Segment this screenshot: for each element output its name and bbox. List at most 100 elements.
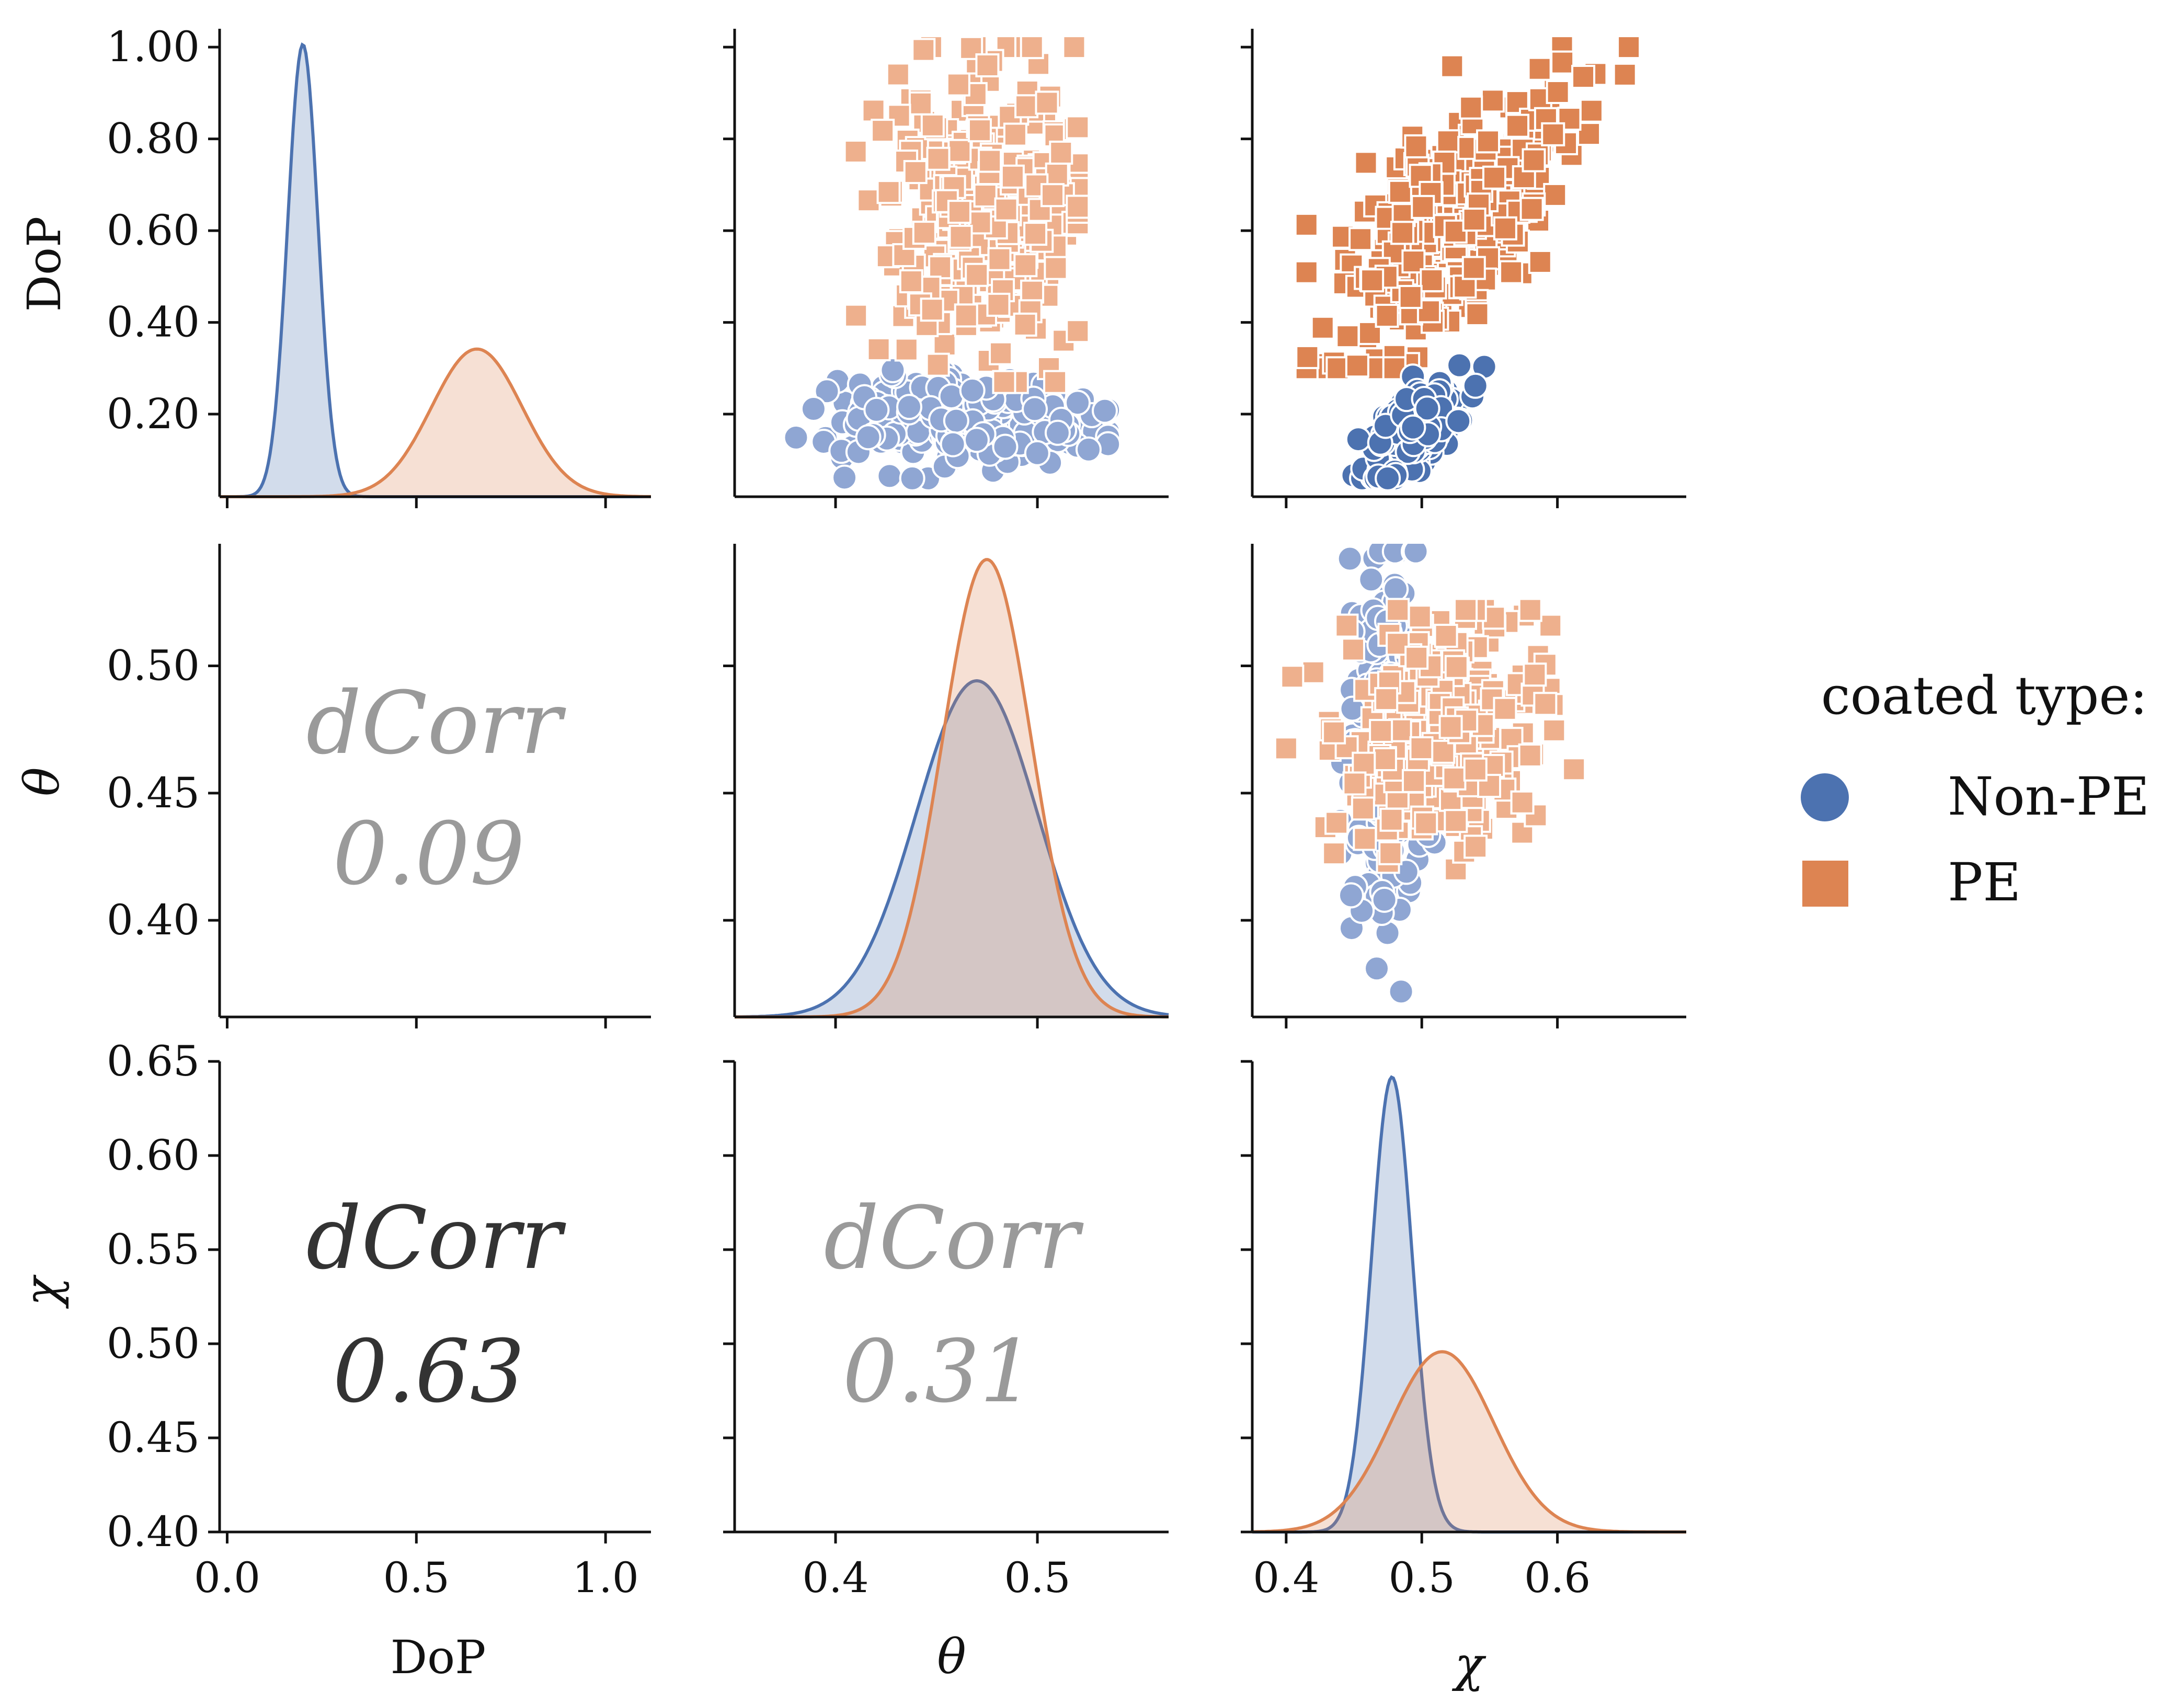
- point-pe: [948, 224, 973, 249]
- point-pe: [1374, 687, 1399, 712]
- point-pe: [1066, 195, 1090, 219]
- point-non-pe: [1075, 436, 1102, 463]
- xlabel-dop: DoP: [391, 1630, 486, 1684]
- ylabel-dop: DoP: [17, 216, 71, 312]
- point-pe: [1444, 809, 1468, 833]
- point-pe: [1459, 95, 1483, 120]
- point-pe: [973, 183, 998, 208]
- point-pe: [1020, 35, 1044, 60]
- xlabel-chi: χ: [1451, 1637, 1487, 1692]
- point-pe: [925, 352, 950, 377]
- point-pe: [967, 118, 992, 143]
- point-pe: [1049, 140, 1073, 165]
- point-pe: [1477, 774, 1502, 798]
- point-pe: [1000, 164, 1025, 189]
- point-non-pe: [1402, 544, 1429, 565]
- point-pe: [1414, 811, 1438, 836]
- point-pe: [1402, 769, 1426, 793]
- y-tick-label: 0.60: [107, 206, 200, 255]
- point-pe: [1557, 107, 1582, 131]
- point-pe: [1416, 299, 1441, 324]
- point-pe: [1434, 624, 1458, 648]
- point-pe: [1066, 115, 1090, 140]
- y-tick-label: 0.45: [107, 769, 200, 817]
- point-pe: [920, 298, 944, 322]
- point-pe: [908, 91, 933, 116]
- point-pe: [1462, 208, 1487, 232]
- point-pe: [975, 53, 1000, 77]
- y-tick-label: 0.40: [107, 298, 200, 347]
- point-pe: [871, 119, 895, 143]
- point-pe: [1463, 834, 1488, 859]
- point-pe: [1444, 655, 1469, 679]
- point-non-pe: [940, 431, 966, 458]
- point-non-pe: [1446, 352, 1473, 379]
- point-pe: [1510, 820, 1535, 845]
- point-pe: [1390, 221, 1415, 245]
- dcorr-label-chi-theta: dCorr: [824, 1188, 1084, 1288]
- ylabel-theta: θ: [14, 767, 70, 796]
- point-pe: [844, 303, 868, 328]
- x-tick-label: 0.5: [383, 1553, 450, 1602]
- point-pe: [856, 188, 881, 213]
- point-pe: [1334, 613, 1359, 638]
- point-pe: [1541, 122, 1565, 146]
- y-tick-label: 0.40: [107, 1507, 200, 1556]
- point-pe: [992, 370, 1016, 394]
- x-tick-label: 0.5: [1004, 1553, 1070, 1602]
- point-non-pe: [1400, 414, 1426, 441]
- kde-area-pe: [220, 349, 651, 497]
- kde-area-non-pe: [1252, 1077, 1686, 1532]
- x-tick-label: 0.5: [1389, 1553, 1455, 1602]
- point-pe: [1518, 598, 1542, 622]
- point-pe: [1562, 757, 1586, 782]
- point-non-pe: [876, 463, 903, 489]
- point-pe: [1345, 353, 1369, 378]
- point-pe: [1014, 94, 1039, 119]
- point-pe: [1505, 113, 1530, 138]
- point-pe: [1409, 736, 1434, 761]
- point-non-pe: [783, 424, 809, 451]
- point-pe: [1045, 162, 1069, 187]
- point-pe: [1295, 345, 1320, 369]
- y-tick-label: 0.20: [107, 390, 200, 438]
- y-tick-label: 0.40: [107, 896, 200, 944]
- point-pe: [926, 146, 951, 171]
- point-pe: [1342, 771, 1367, 796]
- point-pe: [1519, 197, 1544, 221]
- point-pe: [894, 337, 919, 362]
- point-non-pe: [1358, 566, 1385, 593]
- panel-dop-vs-theta-scatter: [783, 35, 1122, 491]
- point-pe: [978, 148, 1002, 173]
- point-pe: [1510, 790, 1535, 815]
- point-pe: [965, 262, 989, 287]
- point-non-pe: [1345, 426, 1371, 453]
- dcorr-value-theta-dop: 0.09: [333, 804, 524, 904]
- y-tick-label: 0.60: [107, 1131, 200, 1180]
- point-non-pe: [1382, 576, 1409, 602]
- point-pe: [946, 72, 970, 97]
- point-pe: [1528, 249, 1552, 274]
- point-pe: [1348, 227, 1373, 251]
- point-pe: [1375, 303, 1399, 328]
- point-pe: [1322, 841, 1346, 866]
- point-pe: [1341, 637, 1365, 662]
- point-pe: [1461, 256, 1486, 280]
- point-pe: [1442, 766, 1467, 791]
- point-pe: [1523, 662, 1547, 687]
- kde-area-pe: [735, 559, 1169, 1017]
- point-pe: [1463, 757, 1488, 782]
- point-pe: [1335, 324, 1360, 349]
- panel-chi-kde: [1252, 1075, 1686, 1534]
- point-non-pe: [1065, 390, 1091, 416]
- point-pe: [1522, 148, 1546, 173]
- point-pe: [1301, 660, 1325, 684]
- kde-area-non-pe: [735, 681, 1169, 1017]
- point-pe: [1280, 665, 1305, 689]
- dcorr-label-theta-dop: dCorr: [306, 673, 567, 773]
- point-pe: [912, 221, 936, 245]
- x-tick-label: 0.6: [1524, 1553, 1591, 1602]
- y-tick-label: 0.50: [107, 642, 200, 690]
- point-non-pe: [855, 424, 882, 451]
